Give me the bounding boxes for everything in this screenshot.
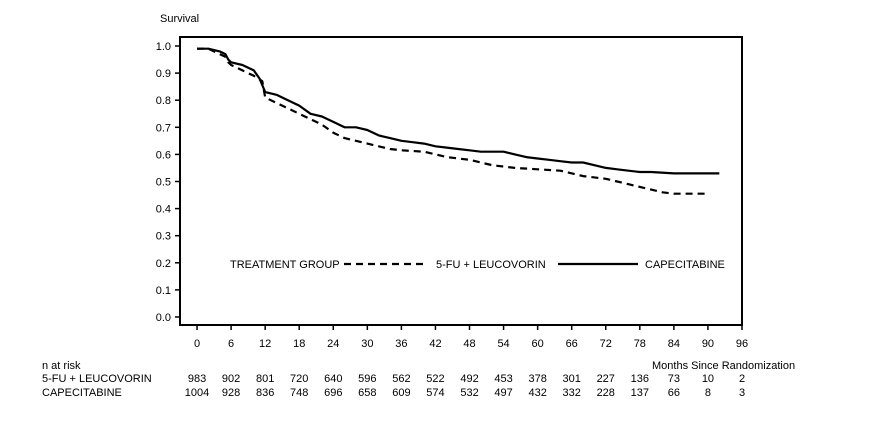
at-risk-value: 658 bbox=[358, 387, 376, 399]
legend-label-5fu: 5-FU + LEUCOVORIN bbox=[436, 259, 546, 271]
x-tick-label: 66 bbox=[566, 338, 578, 350]
y-tick-label: 0.2 bbox=[156, 258, 171, 270]
at-risk-value: 73 bbox=[668, 373, 680, 385]
x-tick-label: 54 bbox=[497, 338, 509, 350]
at-risk-value: 301 bbox=[563, 373, 581, 385]
x-tick-label: 6 bbox=[228, 338, 234, 350]
y-tick-label: 1.0 bbox=[156, 41, 171, 53]
x-tick-label: 0 bbox=[194, 338, 200, 350]
at-risk-value: 136 bbox=[631, 373, 649, 385]
at-risk-value: 532 bbox=[460, 387, 478, 399]
at-risk-value: 497 bbox=[494, 387, 512, 399]
x-axis-label: Months Since Randomization bbox=[652, 360, 795, 372]
at-risk-value: 640 bbox=[324, 373, 342, 385]
x-tick-label: 84 bbox=[668, 338, 680, 350]
at-risk-value: 1004 bbox=[185, 387, 209, 399]
at-risk-value: 720 bbox=[290, 373, 308, 385]
at-risk-value: 378 bbox=[528, 373, 546, 385]
at-risk-value: 8 bbox=[705, 387, 711, 399]
at-risk-value: 983 bbox=[188, 373, 206, 385]
y-tick-label: 0.6 bbox=[156, 149, 171, 161]
at-risk-row-label: 5-FU + LEUCOVORIN bbox=[42, 373, 152, 385]
plot-frame bbox=[179, 36, 743, 326]
x-tick-label: 60 bbox=[532, 338, 544, 350]
x-tick-label: 18 bbox=[293, 338, 305, 350]
at-risk-value: 137 bbox=[631, 387, 649, 399]
at-risk-value: 2 bbox=[739, 373, 745, 385]
at-risk-value: 609 bbox=[392, 387, 410, 399]
x-tick-label: 42 bbox=[429, 338, 441, 350]
at-risk-value: 748 bbox=[290, 387, 308, 399]
series-line-5fu-leucovorin bbox=[197, 47, 708, 195]
at-risk-value: 66 bbox=[668, 387, 680, 399]
y-tick-label: 0.7 bbox=[156, 122, 171, 134]
x-tick-label: 36 bbox=[395, 338, 407, 350]
series-line-capecitabine bbox=[197, 47, 720, 175]
y-tick-label: 0.9 bbox=[156, 68, 171, 80]
x-tick-label: 24 bbox=[327, 338, 339, 350]
at-risk-value: 3 bbox=[739, 387, 745, 399]
at-risk-value: 928 bbox=[222, 387, 240, 399]
x-tick-label: 72 bbox=[600, 338, 612, 350]
at-risk-value: 562 bbox=[392, 373, 410, 385]
x-tick-label: 96 bbox=[736, 338, 748, 350]
legend: TREATMENT GROUP 5-FU + LEUCOVORIN CAPECITA… bbox=[230, 259, 725, 271]
legend-label-capecitabine: CAPECITABINE bbox=[645, 259, 725, 271]
at-risk-value: 492 bbox=[460, 373, 478, 385]
x-tick-label: 12 bbox=[259, 338, 271, 350]
x-tick-label: 48 bbox=[463, 338, 475, 350]
x-tick-label: 30 bbox=[361, 338, 373, 350]
at-risk-value: 902 bbox=[222, 373, 240, 385]
at-risk-value: 574 bbox=[426, 387, 444, 399]
y-tick-label: 0.4 bbox=[156, 204, 171, 216]
at-risk-value: 332 bbox=[563, 387, 581, 399]
series-layer bbox=[197, 47, 720, 195]
x-tick-label: 78 bbox=[634, 338, 646, 350]
y-axis-ticks: 0.0 0.1 0.2 0.3 0.4 0.5 0.6 0.7 0.8 0.9 1.0 bbox=[156, 41, 180, 324]
legend-title: TREATMENT GROUP bbox=[230, 259, 340, 271]
x-tick-label: 90 bbox=[702, 338, 714, 350]
y-tick-label: 0.0 bbox=[156, 312, 171, 324]
at-risk-value: 10 bbox=[702, 373, 714, 385]
at-risk-value: 522 bbox=[426, 373, 444, 385]
at-risk-value: 836 bbox=[256, 387, 274, 399]
at-risk-value: 432 bbox=[528, 387, 546, 399]
y-tick-label: 0.5 bbox=[156, 177, 171, 189]
y-tick-label: 0.1 bbox=[156, 285, 171, 297]
y-tick-label: 0.3 bbox=[156, 231, 171, 243]
at-risk-header: n at risk bbox=[42, 360, 81, 372]
at-risk-value: 596 bbox=[358, 373, 376, 385]
at-risk-value: 453 bbox=[494, 373, 512, 385]
at-risk-row-label: CAPECITABINE bbox=[42, 387, 122, 399]
at-risk-value: 227 bbox=[597, 373, 615, 385]
y-tick-label: 0.8 bbox=[156, 95, 171, 107]
at-risk-value: 801 bbox=[256, 373, 274, 385]
at-risk-value: 696 bbox=[324, 387, 342, 399]
at-risk-value: 228 bbox=[597, 387, 615, 399]
y-axis-label: Survival bbox=[160, 13, 199, 25]
x-axis-ticks: 0 6 12 18 24 30 36 42 48 54 60 66 72 78 84 90 96 bbox=[194, 325, 748, 350]
